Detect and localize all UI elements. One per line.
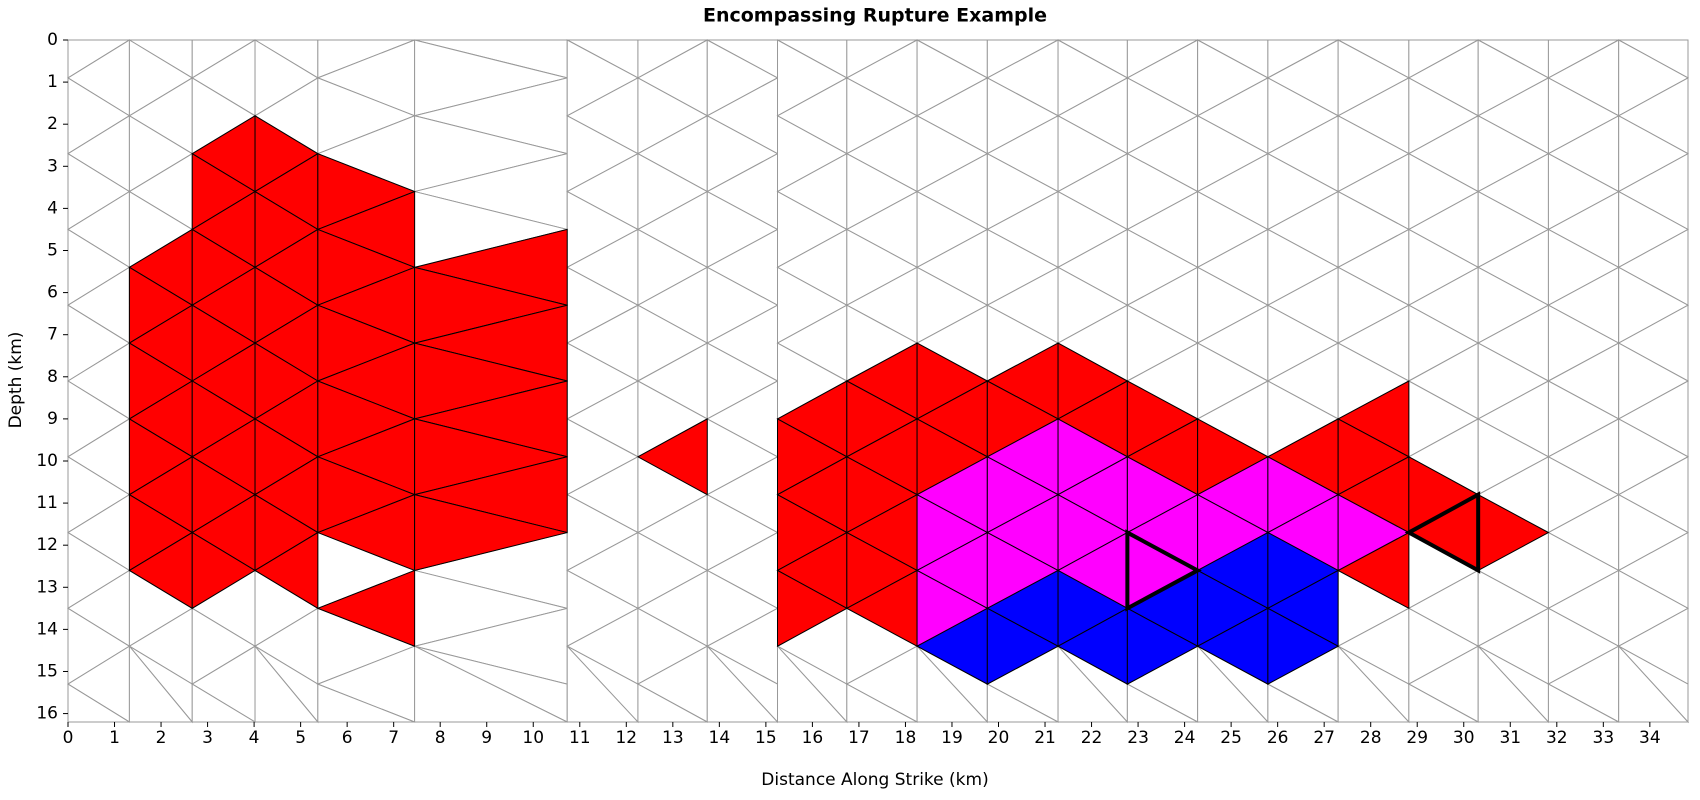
x-tick-label: 18	[895, 728, 917, 748]
rupture-triangle	[986, 607, 1060, 685]
y-tick-label: 10	[36, 451, 58, 471]
plot-frame	[67, 39, 1689, 723]
y-tick-label: 13	[36, 577, 58, 597]
y-tick-label: 6	[47, 283, 58, 303]
x-tick-label: 11	[569, 728, 591, 748]
y-tick-label: 12	[36, 535, 58, 555]
x-tick-label: 9	[481, 728, 492, 748]
y-tick-label: 2	[47, 114, 58, 134]
rupture-triangle	[191, 531, 256, 610]
x-tick-label: 6	[342, 728, 353, 748]
x-tick-label: 23	[1127, 728, 1149, 748]
x-tick-label: 1	[109, 728, 120, 748]
x-tick-label: 20	[988, 728, 1010, 748]
x-tick-label: 0	[63, 728, 74, 748]
x-tick-label: 19	[941, 728, 963, 748]
x-tick-label: 8	[435, 728, 446, 748]
x-tick-label: 32	[1546, 728, 1568, 748]
rupture-triangle	[1267, 607, 1340, 685]
x-tick-label: 2	[156, 728, 167, 748]
rupture-triangle	[414, 494, 568, 572]
y-tick-label: 15	[36, 661, 58, 681]
outlined-triangle	[1404, 491, 1481, 574]
x-tick-label: 17	[848, 728, 870, 748]
y-tick-label: 5	[47, 240, 58, 260]
x-tick-label: 29	[1406, 728, 1428, 748]
y-tick-label: 11	[36, 493, 58, 513]
x-tick-label: 34	[1639, 728, 1661, 748]
x-tick-label: 21	[1034, 728, 1056, 748]
y-tick-label: 1	[47, 72, 58, 92]
x-tick-label: 28	[1360, 728, 1382, 748]
y-tick-label: 7	[47, 325, 58, 345]
x-tick-label: 10	[522, 728, 544, 748]
rupture-triangle	[1337, 493, 1410, 572]
x-tick-label: 15	[755, 728, 777, 748]
x-tick-label: 30	[1453, 728, 1475, 748]
x-tick-label: 31	[1499, 728, 1521, 748]
y-tick-label: 8	[47, 367, 58, 387]
x-tick-label: 33	[1593, 728, 1615, 748]
rupture-triangle	[777, 569, 848, 648]
y-tick-label: 3	[47, 156, 58, 176]
y-tick-label: 16	[36, 704, 58, 724]
x-axis-label: Distance Along Strike (km)	[761, 770, 988, 790]
x-tick-label: 4	[249, 728, 260, 748]
x-tick-label: 12	[615, 728, 637, 748]
rupture-triangle	[1126, 607, 1199, 685]
x-tick-label: 24	[1174, 728, 1196, 748]
chart-title: Encompassing Rupture Example	[703, 5, 1047, 27]
x-tick-label: 27	[1313, 728, 1335, 748]
rupture-triangle	[636, 418, 708, 496]
y-tick-label: 9	[47, 409, 58, 429]
x-tick-label: 7	[388, 728, 399, 748]
x-tick-label: 22	[1081, 728, 1103, 748]
rupture-triangle	[316, 569, 416, 647]
x-tick-label: 25	[1220, 728, 1242, 748]
y-axis-label: Depth (km)	[6, 332, 26, 429]
x-tick-label: 16	[802, 728, 824, 748]
rupture-triangle	[254, 531, 319, 610]
outlined-triangle	[1125, 529, 1202, 612]
x-tick-label: 13	[662, 728, 684, 748]
x-tick-label: 26	[1267, 728, 1289, 748]
y-tick-label: 14	[36, 619, 58, 639]
x-tick-label: 3	[202, 728, 213, 748]
x-tick-label: 5	[295, 728, 306, 748]
x-tick-label: 14	[709, 728, 731, 748]
y-tick-label: 4	[47, 198, 58, 218]
y-tick-label: 0	[47, 30, 58, 50]
